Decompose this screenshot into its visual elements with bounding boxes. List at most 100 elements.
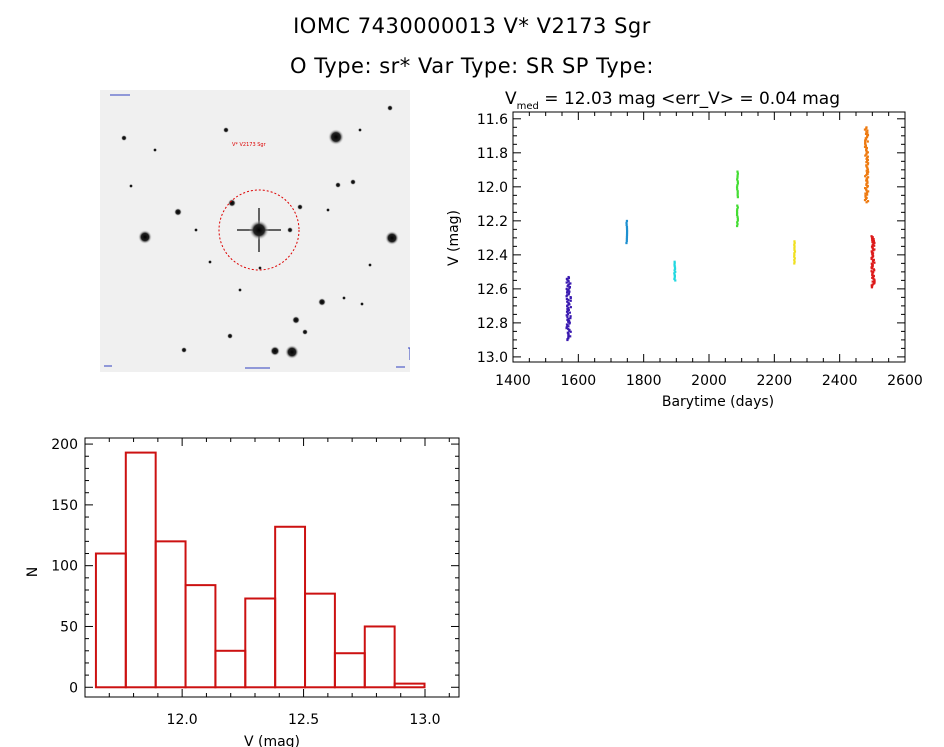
star [285,345,299,359]
data-point [865,157,868,160]
data-point [864,137,867,140]
data-point [568,322,571,325]
data-point [864,144,868,147]
ytick-label: 150 [51,498,78,514]
data-point [625,237,628,241]
data-point [871,276,874,279]
finder-chart-image: V* V2173 Sgr [100,90,410,372]
data-point [568,303,571,306]
finder-chart-svg: V* V2173 Sgr [100,90,410,372]
data-point [567,284,570,287]
data-point [569,296,572,300]
ytick-label: 13.0 [477,350,508,366]
data-point [872,260,875,263]
data-point [873,281,876,284]
ytick-label: 200 [51,437,78,453]
data-point [566,300,569,303]
data-point [793,253,796,257]
data-point [736,178,739,181]
data-point [736,219,739,222]
data-point [735,186,739,189]
data-point [566,309,569,312]
data-point [863,187,867,190]
star [287,227,293,233]
data-point [873,278,876,281]
data-point [565,326,568,329]
data-point [870,251,874,254]
data-point [871,259,875,262]
data-point [870,257,873,261]
histogram-ylabel: N [25,567,41,577]
light-curve-frame [512,111,906,363]
data-point [567,293,570,296]
data-point [567,325,570,328]
xtick-label: 2200 [757,373,793,389]
data-point [567,327,570,331]
data-point [865,171,869,175]
data-point [865,127,868,130]
data-point [736,188,739,191]
data-point [567,333,570,336]
data-point [566,305,569,308]
data-point [866,129,869,132]
data-point [567,301,570,304]
data-point [864,143,867,146]
star-field [121,105,399,359]
data-point [567,298,570,301]
light-curve-ylabel: V (mag) [446,210,462,266]
star [368,263,372,267]
data-point [673,263,676,266]
data-point [872,258,875,261]
data-point [567,283,571,286]
data-point [569,317,572,320]
data-point [736,180,739,183]
data-point [870,266,873,269]
data-point [625,235,629,239]
data-point [567,288,570,291]
data-point [865,161,868,164]
data-point [866,134,869,138]
star [318,298,326,306]
star [258,266,262,270]
data-point [863,145,867,149]
data-point [673,273,676,276]
data-point [864,141,867,144]
star [292,316,300,324]
data-point [567,334,570,337]
data-point [568,329,571,332]
data-point [871,246,874,249]
data-point [865,164,868,167]
star [238,288,242,292]
data-point [871,272,874,276]
xtick-label: 2000 [691,373,727,389]
data-point [736,215,739,218]
data-point [566,312,570,315]
data-point [673,275,676,278]
data-point [736,182,740,185]
data-point [871,252,875,255]
ytick-label: 100 [51,559,78,575]
data-point [871,263,874,266]
data-point [873,261,876,264]
data-point [566,294,569,297]
data-point [870,262,873,265]
star [297,204,303,210]
data-point [872,242,875,245]
xtick-label: 1400 [495,373,531,389]
data-point [569,299,572,302]
data-point [870,250,873,253]
data-point [566,318,569,322]
data-point [865,153,868,156]
data-point [793,257,796,260]
data-point [567,275,570,279]
data-point [871,236,874,239]
data-point [736,217,739,220]
data-point [866,168,870,171]
data-point [673,264,676,268]
xtick-label: 12.5 [288,712,319,728]
data-point [870,235,873,238]
data-point [566,278,569,281]
histogram-bar [184,584,217,689]
data-point [736,221,739,224]
data-point [872,239,875,243]
